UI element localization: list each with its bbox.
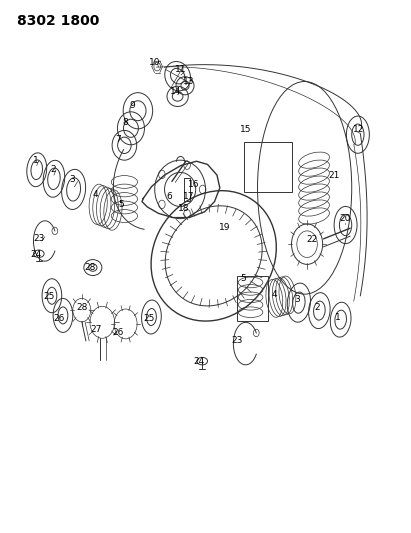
Text: 8302 1800: 8302 1800: [17, 14, 99, 28]
Text: 5: 5: [240, 273, 246, 282]
Text: 17: 17: [183, 192, 195, 201]
Text: 4: 4: [271, 290, 277, 299]
Text: 21: 21: [329, 171, 340, 180]
Text: 25: 25: [143, 314, 155, 323]
Text: 2: 2: [50, 165, 56, 174]
Text: 3: 3: [294, 295, 300, 304]
Text: 1: 1: [335, 312, 341, 321]
Text: 19: 19: [219, 223, 231, 232]
Text: 10: 10: [148, 58, 160, 67]
Text: 9: 9: [129, 101, 135, 110]
Text: 22: 22: [306, 236, 318, 245]
Text: 26: 26: [53, 313, 65, 322]
Text: 6: 6: [166, 192, 172, 201]
Text: 25: 25: [43, 292, 55, 301]
Text: 24: 24: [194, 357, 205, 366]
Text: 7: 7: [115, 135, 121, 144]
Text: 14: 14: [170, 86, 182, 95]
Text: 3: 3: [69, 175, 75, 184]
Text: 1: 1: [32, 156, 38, 165]
Text: 2: 2: [314, 303, 320, 312]
Text: 27: 27: [90, 325, 102, 334]
Text: 28: 28: [76, 303, 88, 312]
Text: 18: 18: [178, 204, 189, 213]
Text: 23: 23: [231, 336, 243, 345]
Text: 5: 5: [119, 200, 125, 209]
Text: 23: 23: [33, 234, 44, 243]
Text: 20: 20: [339, 214, 351, 223]
Text: 26: 26: [112, 328, 124, 337]
Text: 8: 8: [123, 118, 129, 127]
Text: 4: 4: [93, 190, 99, 199]
Text: 11: 11: [175, 66, 187, 74]
Text: 28: 28: [84, 263, 96, 272]
Text: 24: 24: [30, 251, 42, 260]
Text: 16: 16: [187, 180, 199, 189]
Text: 15: 15: [240, 125, 251, 134]
Text: 12: 12: [353, 125, 365, 134]
Text: 13: 13: [183, 77, 195, 86]
